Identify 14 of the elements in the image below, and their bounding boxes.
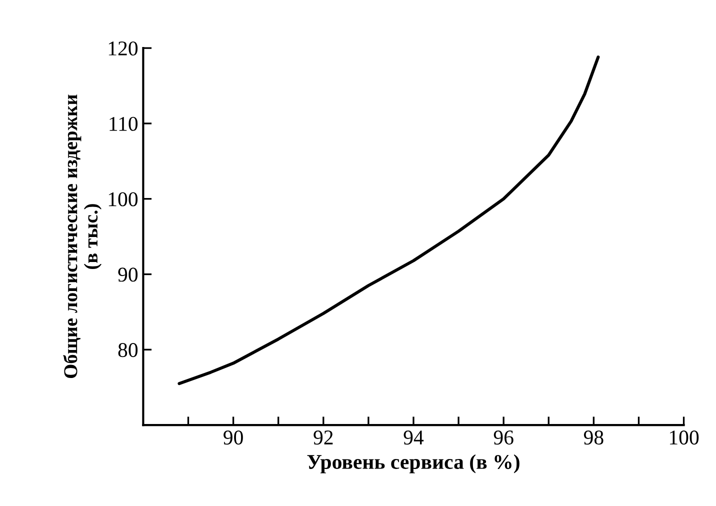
y-tick-label: 120 xyxy=(108,41,138,56)
x-axis-title: Уровень сервиса (в %) xyxy=(307,454,520,474)
x-tick-label: 98 xyxy=(584,430,604,445)
y-tick-label: 110 xyxy=(110,116,138,131)
line-series xyxy=(178,56,600,386)
y-tick-label: 100 xyxy=(108,192,138,206)
x-tick-label: 100 xyxy=(670,430,699,445)
x-tick-label: 92 xyxy=(314,430,333,445)
x-tick-label: 94 xyxy=(404,430,424,445)
y-axis-title: Общие логистические издержки (в тыс.) xyxy=(63,94,102,378)
y-tick-label: 90 xyxy=(118,268,138,282)
x-tick-label: 90 xyxy=(224,430,243,445)
x-tick-label: 96 xyxy=(494,430,514,445)
y-tick-label: 80 xyxy=(118,343,138,358)
